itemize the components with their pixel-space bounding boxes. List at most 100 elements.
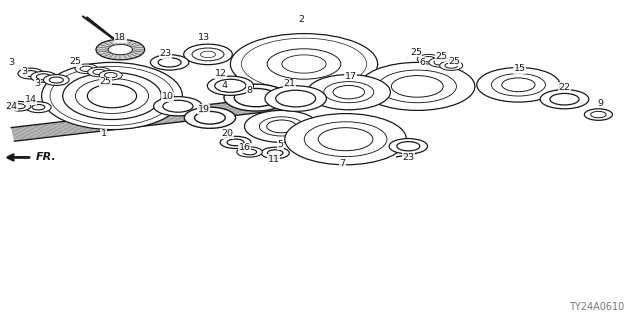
- Ellipse shape: [267, 120, 296, 133]
- Text: 9: 9: [597, 99, 604, 108]
- Ellipse shape: [259, 117, 304, 136]
- Ellipse shape: [104, 73, 117, 78]
- Ellipse shape: [389, 139, 428, 154]
- Ellipse shape: [50, 67, 174, 125]
- Text: 5: 5: [277, 140, 284, 149]
- Ellipse shape: [392, 76, 444, 97]
- Ellipse shape: [234, 88, 278, 107]
- Text: TY24A0610: TY24A0610: [569, 302, 624, 312]
- Ellipse shape: [440, 61, 463, 70]
- Ellipse shape: [360, 62, 475, 110]
- Text: 18: 18: [115, 33, 126, 42]
- Ellipse shape: [24, 71, 38, 76]
- Text: 25: 25: [70, 57, 81, 66]
- Ellipse shape: [422, 57, 435, 62]
- Ellipse shape: [502, 78, 535, 92]
- Ellipse shape: [378, 70, 456, 103]
- Ellipse shape: [42, 62, 182, 130]
- Text: 8: 8: [246, 86, 253, 95]
- Ellipse shape: [93, 69, 106, 75]
- Text: 14: 14: [25, 95, 36, 104]
- Ellipse shape: [227, 139, 244, 146]
- Ellipse shape: [63, 72, 161, 119]
- Text: 21: 21: [284, 79, 295, 88]
- Text: 1: 1: [100, 129, 107, 138]
- Text: 24: 24: [6, 102, 17, 111]
- Text: 13: 13: [198, 33, 209, 42]
- Ellipse shape: [88, 67, 111, 77]
- Ellipse shape: [584, 109, 612, 120]
- Ellipse shape: [18, 68, 44, 79]
- Ellipse shape: [244, 110, 319, 142]
- Ellipse shape: [76, 78, 148, 114]
- Ellipse shape: [333, 85, 365, 99]
- Ellipse shape: [304, 122, 387, 156]
- Ellipse shape: [397, 142, 420, 151]
- Ellipse shape: [261, 147, 289, 159]
- Ellipse shape: [13, 104, 25, 109]
- Ellipse shape: [163, 100, 193, 112]
- Text: 25: 25: [410, 48, 422, 57]
- Ellipse shape: [434, 60, 447, 65]
- Ellipse shape: [99, 70, 122, 80]
- Ellipse shape: [49, 77, 63, 83]
- Ellipse shape: [154, 97, 202, 116]
- Text: 23: 23: [159, 49, 171, 58]
- Ellipse shape: [224, 84, 288, 111]
- Text: 3: 3: [34, 79, 40, 88]
- Ellipse shape: [265, 86, 326, 111]
- Ellipse shape: [195, 111, 225, 124]
- Text: 19: 19: [198, 105, 209, 114]
- Ellipse shape: [96, 39, 145, 60]
- Ellipse shape: [31, 71, 56, 82]
- Ellipse shape: [324, 82, 374, 103]
- Ellipse shape: [75, 64, 98, 74]
- Ellipse shape: [318, 128, 373, 151]
- Text: 4: 4: [221, 81, 227, 90]
- Ellipse shape: [429, 58, 452, 67]
- Ellipse shape: [32, 104, 45, 110]
- Ellipse shape: [80, 66, 93, 71]
- Text: 17: 17: [345, 72, 356, 81]
- Text: 10: 10: [162, 92, 173, 101]
- Ellipse shape: [87, 84, 137, 108]
- Ellipse shape: [550, 93, 579, 105]
- Ellipse shape: [285, 114, 406, 165]
- Text: 15: 15: [514, 64, 525, 73]
- Ellipse shape: [241, 38, 367, 90]
- Ellipse shape: [192, 48, 224, 61]
- Ellipse shape: [445, 63, 458, 68]
- Text: 23: 23: [403, 153, 414, 162]
- Ellipse shape: [184, 44, 232, 65]
- Ellipse shape: [591, 111, 606, 118]
- Ellipse shape: [158, 58, 181, 67]
- Ellipse shape: [230, 34, 378, 94]
- Ellipse shape: [282, 55, 326, 73]
- Text: 25: 25: [100, 77, 111, 86]
- Ellipse shape: [307, 75, 390, 110]
- Ellipse shape: [417, 54, 440, 64]
- Ellipse shape: [215, 79, 246, 92]
- Ellipse shape: [108, 44, 132, 55]
- Ellipse shape: [237, 147, 262, 157]
- Ellipse shape: [220, 136, 251, 148]
- Ellipse shape: [540, 90, 589, 109]
- Ellipse shape: [243, 149, 257, 155]
- Text: 7: 7: [339, 159, 346, 168]
- Ellipse shape: [207, 76, 253, 95]
- Ellipse shape: [254, 43, 354, 85]
- Text: 11: 11: [268, 155, 280, 164]
- Ellipse shape: [44, 75, 69, 85]
- Ellipse shape: [276, 90, 316, 107]
- Text: 6: 6: [419, 58, 426, 67]
- Text: 3: 3: [21, 68, 28, 76]
- Text: 20: 20: [221, 129, 233, 138]
- Ellipse shape: [150, 55, 189, 70]
- Text: 16: 16: [239, 143, 250, 152]
- Text: FR.: FR.: [36, 152, 57, 163]
- Ellipse shape: [492, 74, 545, 96]
- Ellipse shape: [268, 150, 283, 156]
- Ellipse shape: [26, 102, 51, 113]
- Ellipse shape: [184, 107, 236, 128]
- Ellipse shape: [477, 68, 560, 102]
